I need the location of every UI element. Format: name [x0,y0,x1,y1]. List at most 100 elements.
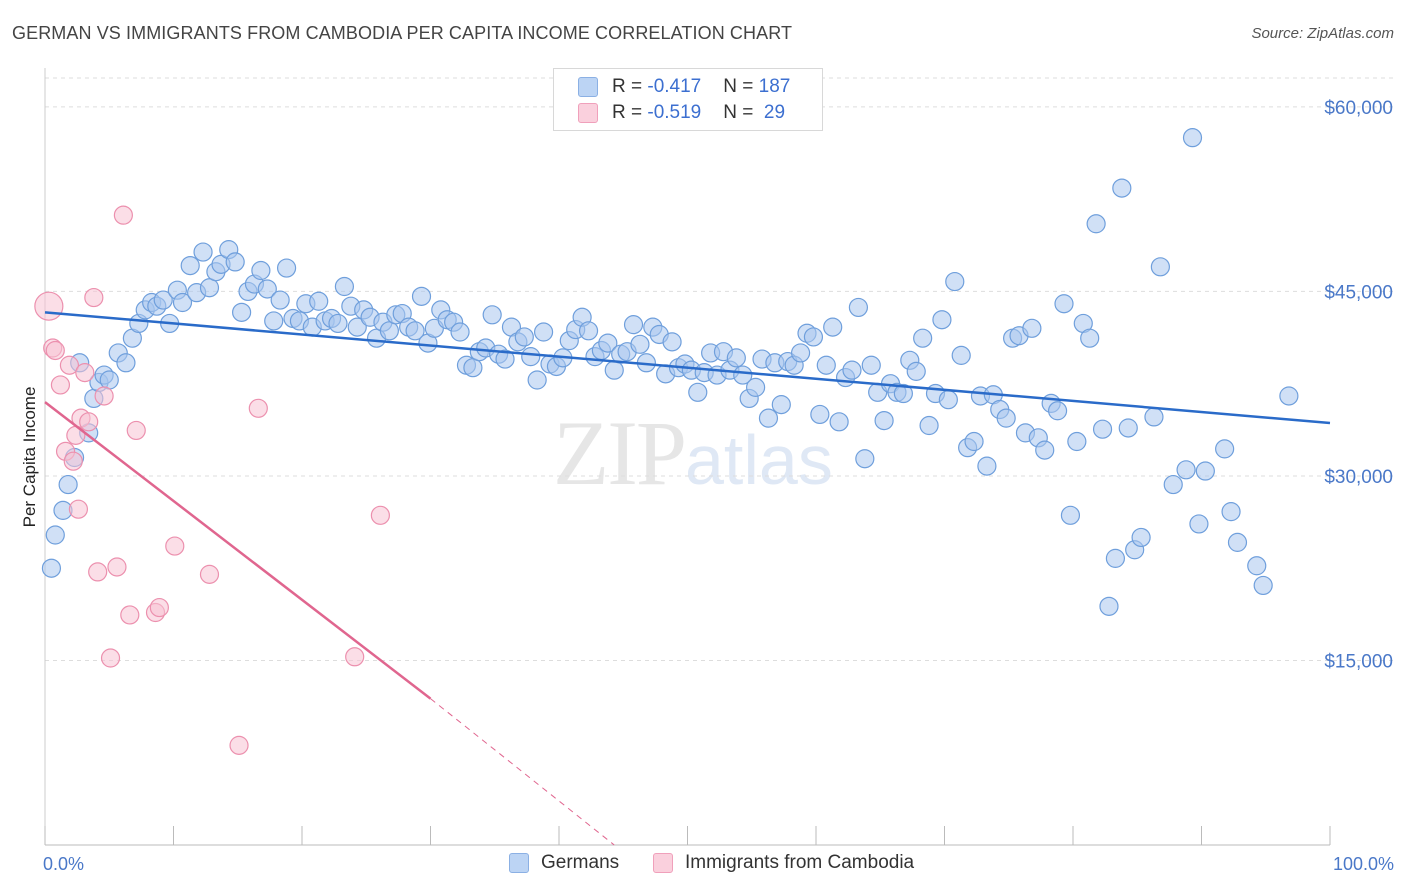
germans-trend-line [44,311,1331,425]
cambodia-point [345,647,365,667]
y-tick-label: $15,000 [1324,651,1393,672]
cambodia-swatch [653,853,673,873]
german-point [1047,401,1068,421]
watermark-atlas: atlas [685,421,833,499]
legend-r-label: R = [612,102,648,123]
cambodia-point [113,205,133,225]
german-point [521,347,541,367]
german-point [379,321,399,341]
german-point [996,408,1016,428]
german-point [598,333,618,353]
german-point [823,317,843,337]
german-point [604,360,624,380]
german-point [951,345,971,365]
german-point [733,365,753,385]
cambodia-point [45,340,65,361]
german-point [180,255,200,276]
german-point [450,322,470,342]
legend-item-cambodia: Immigrants from Cambodia [653,852,914,874]
legend-row-germans: R = -0.417 N = 187 [578,74,790,100]
german-point [842,360,862,380]
german-point [932,310,952,330]
german-point [1054,294,1074,314]
german-point [874,410,894,431]
german-point [1099,596,1119,616]
german-point [1253,575,1273,596]
german-point [746,377,766,397]
y-tick-label: $45,000 [1324,282,1393,303]
german-point [1176,460,1196,480]
y-tick-label: $60,000 [1324,98,1393,119]
german-point [527,370,547,390]
german-point [172,292,193,313]
german-point [688,382,708,402]
german-point [309,291,329,311]
german-point [495,349,515,369]
german-point [199,278,220,298]
german-point [1227,532,1248,552]
german-point [411,286,432,306]
legend-n-value: 187 [758,76,791,97]
german-point [771,395,791,415]
cambodia-point [100,648,121,668]
german-point [1131,527,1151,548]
germans-points [41,128,1299,616]
german-point [906,361,926,381]
german-point [1105,548,1126,568]
german-point [803,327,824,347]
german-point [1221,502,1241,522]
trend-lines [44,311,1331,846]
german-point [405,321,425,341]
cambodia-point [59,355,80,375]
german-point [758,408,779,428]
cambodia-point [165,536,185,556]
german-point [1247,556,1267,576]
cambodia-point [68,499,89,519]
german-point [193,242,213,262]
cambodia-point [79,412,99,432]
cambodia-point [149,597,169,618]
german-point [1189,514,1209,534]
germans-swatch [578,77,598,97]
german-point [270,290,290,310]
german-point [264,311,284,331]
german-point [1060,505,1081,525]
cambodia-point [199,564,220,584]
cambodia-trend-line [44,401,432,700]
german-point [945,271,965,292]
german-point [533,322,554,342]
german-point [977,456,997,476]
german-point [1035,440,1055,460]
german-point [347,317,367,337]
german-point [790,343,811,363]
germans-swatch [509,853,529,873]
german-point [99,370,119,390]
legend-cambodia-label: Immigrants from Cambodia [685,852,915,873]
watermark: ZIPatlas [553,400,833,506]
german-point [328,313,348,334]
german-point [848,297,869,318]
german-point [919,415,939,436]
german-point [276,258,297,278]
german-point [1144,407,1164,427]
german-point [1112,178,1132,198]
x-tick-label-min: 0.0% [43,854,84,874]
german-point [893,383,913,404]
german-point [1022,318,1042,338]
axes [44,68,1331,846]
cambodia-trend-extension [430,698,615,846]
german-point [1182,128,1203,148]
cambodia-point [107,557,127,577]
german-point [1086,214,1106,234]
german-point [855,449,875,469]
german-point [116,353,136,373]
correlation-legend: R = -0.417 N = 187 R = -0.519 N = 29 [553,68,823,131]
german-point [662,332,682,352]
legend-item-germans: Germans [509,852,619,874]
cambodia-point [126,420,146,441]
legend-r-value: -0.417 [647,76,702,97]
german-point [45,525,65,545]
legend-germans-label: Germans [541,852,620,873]
german-point [726,348,746,368]
legend-n-label: N = [723,102,759,123]
